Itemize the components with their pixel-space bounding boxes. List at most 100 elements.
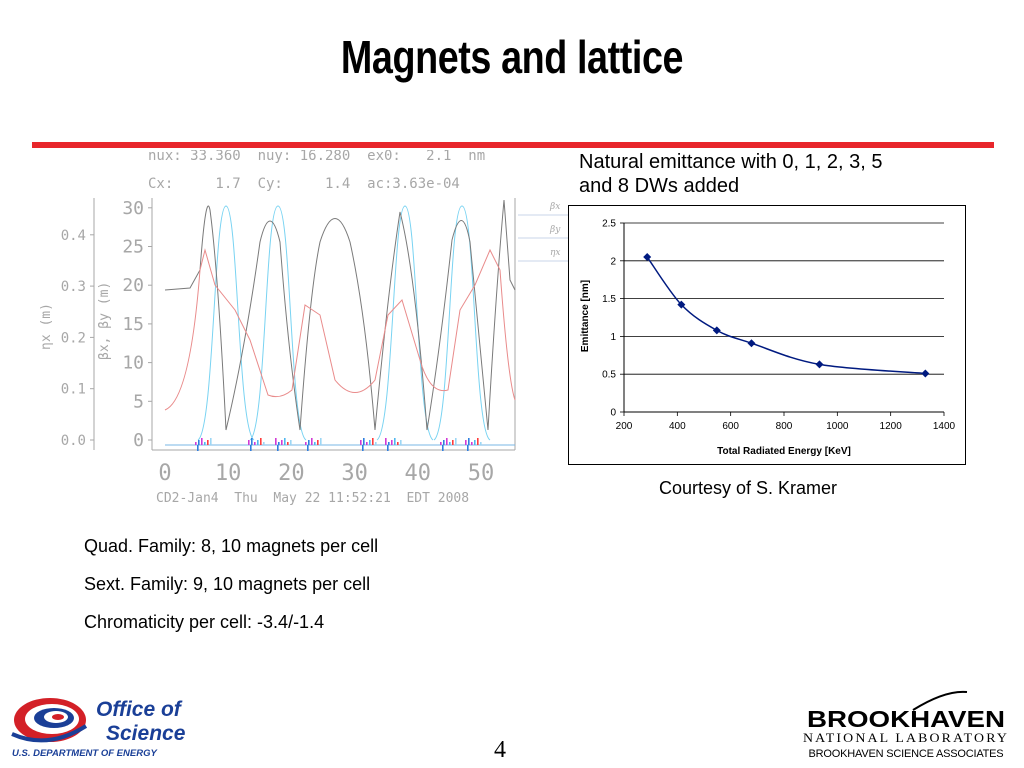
s-axis-ticks: 0 10 20 30 40 50 — [158, 461, 494, 486]
bullet-chromaticity: Chromaticity per cell: -3.4/-1.4 — [84, 612, 325, 632]
magnet-marker — [440, 442, 442, 445]
magnet-marker — [443, 440, 445, 445]
chart-x-tick-label: 600 — [722, 421, 739, 432]
magnet-marker — [360, 440, 362, 445]
magnet-marker — [275, 438, 277, 445]
magnet-marker — [197, 445, 199, 451]
bnl-swoosh-icon — [912, 690, 968, 711]
emittance-chart: 0 0.5 1 1.5 2 2.5 200 400 600 800 1000 1200 1400 To… — [580, 219, 956, 458]
chart-y-tick-label: 2 — [610, 256, 616, 267]
lattice-header-line1: nux: 33.360 nuy: 16.280 ex0: 2.1 nm — [148, 150, 485, 164]
chart-x-tick-label: 800 — [776, 421, 793, 432]
bnl-name: BROOKHAVEN — [807, 706, 1005, 732]
chart-caption: Natural emittance with 0, 1, 2, 3, 5 and… — [579, 150, 989, 198]
chart-series — [643, 253, 930, 378]
beta-axis-ticks: 0 5 10 15 20 25 30 — [122, 198, 152, 451]
chart-y-tick-label: 1 — [610, 332, 616, 343]
beta-x-curve — [164, 199, 516, 431]
slide-title: Magnets and lattice — [340, 31, 684, 83]
eta-axis-ticks: 0.0 0.1 0.2 0.3 0.4 — [61, 228, 94, 449]
magnet-marker — [207, 440, 209, 445]
s-tick-label: 20 — [278, 461, 305, 486]
department-of-energy-text: U.S. DEPARTMENT OF ENERGY — [12, 748, 158, 759]
magnet-marker — [385, 438, 387, 445]
emittance-point — [747, 339, 756, 348]
magnet-marker — [277, 445, 279, 451]
magnet-marker — [375, 442, 377, 445]
magnet-marker — [372, 438, 374, 445]
chart-axes — [623, 223, 944, 413]
emittance-point — [643, 253, 652, 262]
magnet-marker — [400, 440, 402, 445]
beta-tick-label: 20 — [122, 275, 144, 296]
eta-tick-label: 0.3 — [61, 279, 86, 295]
emittance-point — [712, 326, 721, 335]
magnet-marker — [195, 442, 197, 445]
lattice-frame — [93, 198, 516, 451]
chart-y-tick-label: 0 — [610, 408, 616, 419]
magnet-marker — [307, 445, 309, 451]
chart-x-tick-label: 400 — [669, 421, 686, 432]
eta-x-curve — [164, 248, 516, 411]
chart-caption-line1: Natural emittance with 0, 1, 2, 3, 5 — [579, 151, 883, 173]
lattice-footer: CD2-Jan4 Thu May 22 11:52:21 EDT 2008 — [156, 491, 469, 506]
magnet-marker — [442, 445, 444, 451]
lattice-header-line2: Cx: 1.7 Cy: 1.4 ac:3.63e-04 — [148, 176, 460, 192]
magnet-marker — [314, 442, 316, 445]
emittance-point — [921, 369, 930, 378]
magnet-marker — [467, 445, 469, 451]
magnet-marker — [308, 440, 310, 445]
magnet-marker — [204, 442, 206, 445]
eta-tick-label: 0.0 — [61, 433, 86, 449]
s-tick-label: 10 — [215, 461, 242, 486]
magnet-marker — [320, 438, 322, 445]
office-of-science-logo: Office of Science U.S. DEPARTMENT OF ENE… — [11, 698, 186, 759]
eta-axis-label: ηx (m) — [39, 303, 54, 350]
magnet-marker — [471, 442, 473, 445]
bnl-lab-name: NATIONAL LABORATORY — [803, 730, 1009, 745]
bnl-associates: BROOKHAVEN SCIENCE ASSOCIATES — [808, 748, 1004, 760]
chart-caption-line2: and 8 DWs added — [579, 175, 740, 197]
beta-axis-label: βx, βy (m) — [97, 282, 112, 360]
emittance-line — [646, 256, 926, 375]
title-divider — [32, 142, 994, 148]
emittance-point — [815, 360, 824, 369]
magnet-marker — [397, 442, 399, 445]
chart-x-tick-label: 1000 — [826, 421, 849, 432]
legend-label: βx — [549, 202, 560, 212]
magnet-marker — [305, 442, 307, 445]
magnet-marker — [394, 438, 396, 445]
bullet-quad-family: Quad. Family: 8, 10 magnets per cell — [84, 536, 379, 556]
chart-x-tick-label: 200 — [616, 421, 633, 432]
eta-tick-label: 0.4 — [61, 228, 86, 244]
s-tick-label: 30 — [341, 461, 368, 486]
magnet-marker — [387, 445, 389, 451]
lattice-function-plot: nux: 33.360 nuy: 16.280 ex0: 2.1 nm Cx: … — [39, 150, 568, 506]
legend-label: ηx — [550, 248, 560, 258]
magnet-marker — [287, 442, 289, 445]
magnet-marker — [366, 442, 368, 445]
office-of-science-line1: Office of — [96, 698, 183, 721]
magnet-marker — [474, 440, 476, 445]
magnet-marker — [210, 438, 212, 445]
magnet-marker — [455, 438, 457, 445]
emittance-chart-frame: 0 0.5 1 1.5 2 2.5 200 400 600 800 1000 1200 1400 To… — [568, 205, 966, 465]
magnet-marker — [388, 442, 390, 445]
chart-y-tick-label: 2.5 — [602, 219, 616, 230]
magnet-marker — [290, 440, 292, 445]
chart-x-tick-label: 1200 — [880, 421, 903, 432]
magnet-marker — [251, 438, 253, 445]
magnet-marker — [465, 440, 467, 445]
beta-tick-label: 5 — [133, 391, 144, 412]
magnet-marker — [477, 438, 479, 445]
chart-y-axis-label: Emittance [nm] — [580, 280, 591, 352]
beta-tick-label: 0 — [133, 430, 144, 451]
magnet-marker — [284, 438, 286, 445]
chart-y-ticks: 0 0.5 1 1.5 2 2.5 — [602, 219, 624, 419]
magnet-marker — [250, 445, 252, 451]
page-number: 4 — [494, 737, 506, 763]
magnet-marker — [281, 440, 283, 445]
magnet-marker — [362, 445, 364, 451]
magnet-marker — [263, 442, 265, 445]
doe-swirl-icon — [11, 698, 88, 743]
